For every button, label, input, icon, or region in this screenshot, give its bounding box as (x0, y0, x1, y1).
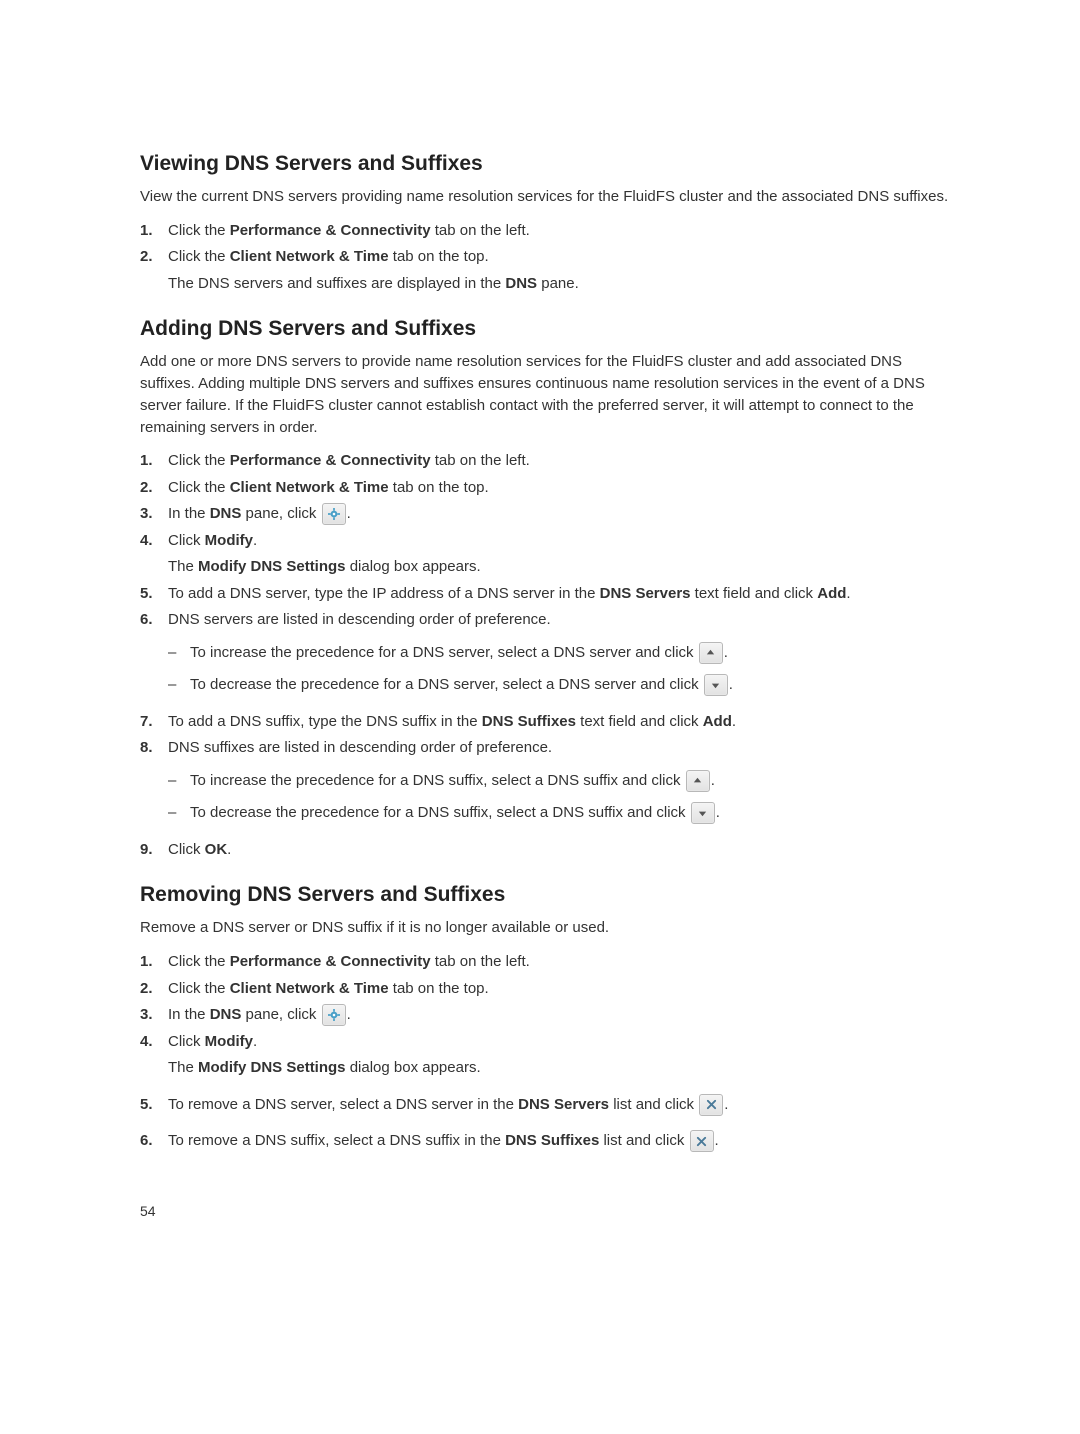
page-content: Viewing DNS Servers and Suffixes View th… (0, 0, 1080, 1279)
x-icon (699, 1094, 723, 1116)
step-num: 2. (140, 978, 168, 1001)
step-body: DNS servers are listed in descending ord… (168, 609, 950, 707)
step-num: 5. (140, 583, 168, 606)
steps-removing: 1. Click the Performance & Connectivity … (140, 951, 950, 1153)
intro-viewing: View the current DNS servers providing n… (140, 186, 950, 208)
step-body: Click the Client Network & Time tab on t… (168, 477, 950, 500)
step-num: 1. (140, 220, 168, 243)
step-body: Click the Performance & Connectivity tab… (168, 220, 950, 243)
up-arrow-icon (686, 770, 710, 792)
up-arrow-icon (699, 642, 723, 664)
step-body: Click the Performance & Connectivity tab… (168, 951, 950, 974)
step-body: In the DNS pane, click . (168, 503, 950, 526)
step-num: 6. (140, 609, 168, 632)
page-number: 54 (140, 1203, 950, 1219)
down-arrow-icon (704, 674, 728, 696)
steps-adding: 1. Click the Performance & Connectivity … (140, 450, 950, 861)
step-num: 8. (140, 737, 168, 760)
step-num: 3. (140, 1004, 168, 1027)
step-body: To add a DNS server, type the IP address… (168, 583, 950, 606)
down-arrow-icon (691, 802, 715, 824)
step-body: Click Modify. The Modify DNS Settings di… (168, 1031, 950, 1080)
step-body: Click the Client Network & Time tab on t… (168, 978, 950, 1001)
step-num: 9. (140, 839, 168, 862)
step-num: 1. (140, 450, 168, 473)
step-num: 3. (140, 503, 168, 526)
step-num: 5. (140, 1094, 168, 1117)
intro-adding: Add one or more DNS servers to provide n… (140, 351, 950, 438)
step-body: DNS suffixes are listed in descending or… (168, 737, 950, 835)
heading-viewing: Viewing DNS Servers and Suffixes (140, 152, 950, 176)
step-num: 6. (140, 1130, 168, 1153)
gear-icon (322, 503, 346, 525)
step-body: To remove a DNS server, select a DNS ser… (168, 1094, 950, 1117)
step-num: 2. (140, 246, 168, 269)
step-body: To remove a DNS suffix, select a DNS suf… (168, 1130, 950, 1153)
step-body: Click OK. (168, 839, 950, 862)
step-body: Click the Client Network & Time tab on t… (168, 246, 950, 295)
step-body: Click Modify. The Modify DNS Settings di… (168, 530, 950, 579)
gear-icon (322, 1004, 346, 1026)
step-num: 1. (140, 951, 168, 974)
step-body: Click the Performance & Connectivity tab… (168, 450, 950, 473)
step-num: 4. (140, 530, 168, 553)
step-body: In the DNS pane, click . (168, 1004, 950, 1027)
step-num: 2. (140, 477, 168, 500)
intro-removing: Remove a DNS server or DNS suffix if it … (140, 917, 950, 939)
steps-viewing: 1. Click the Performance & Connectivity … (140, 220, 950, 296)
heading-removing: Removing DNS Servers and Suffixes (140, 883, 950, 907)
step-num: 4. (140, 1031, 168, 1054)
step-body: To add a DNS suffix, type the DNS suffix… (168, 711, 950, 734)
x-icon (690, 1130, 714, 1152)
step-num: 7. (140, 711, 168, 734)
heading-adding: Adding DNS Servers and Suffixes (140, 317, 950, 341)
